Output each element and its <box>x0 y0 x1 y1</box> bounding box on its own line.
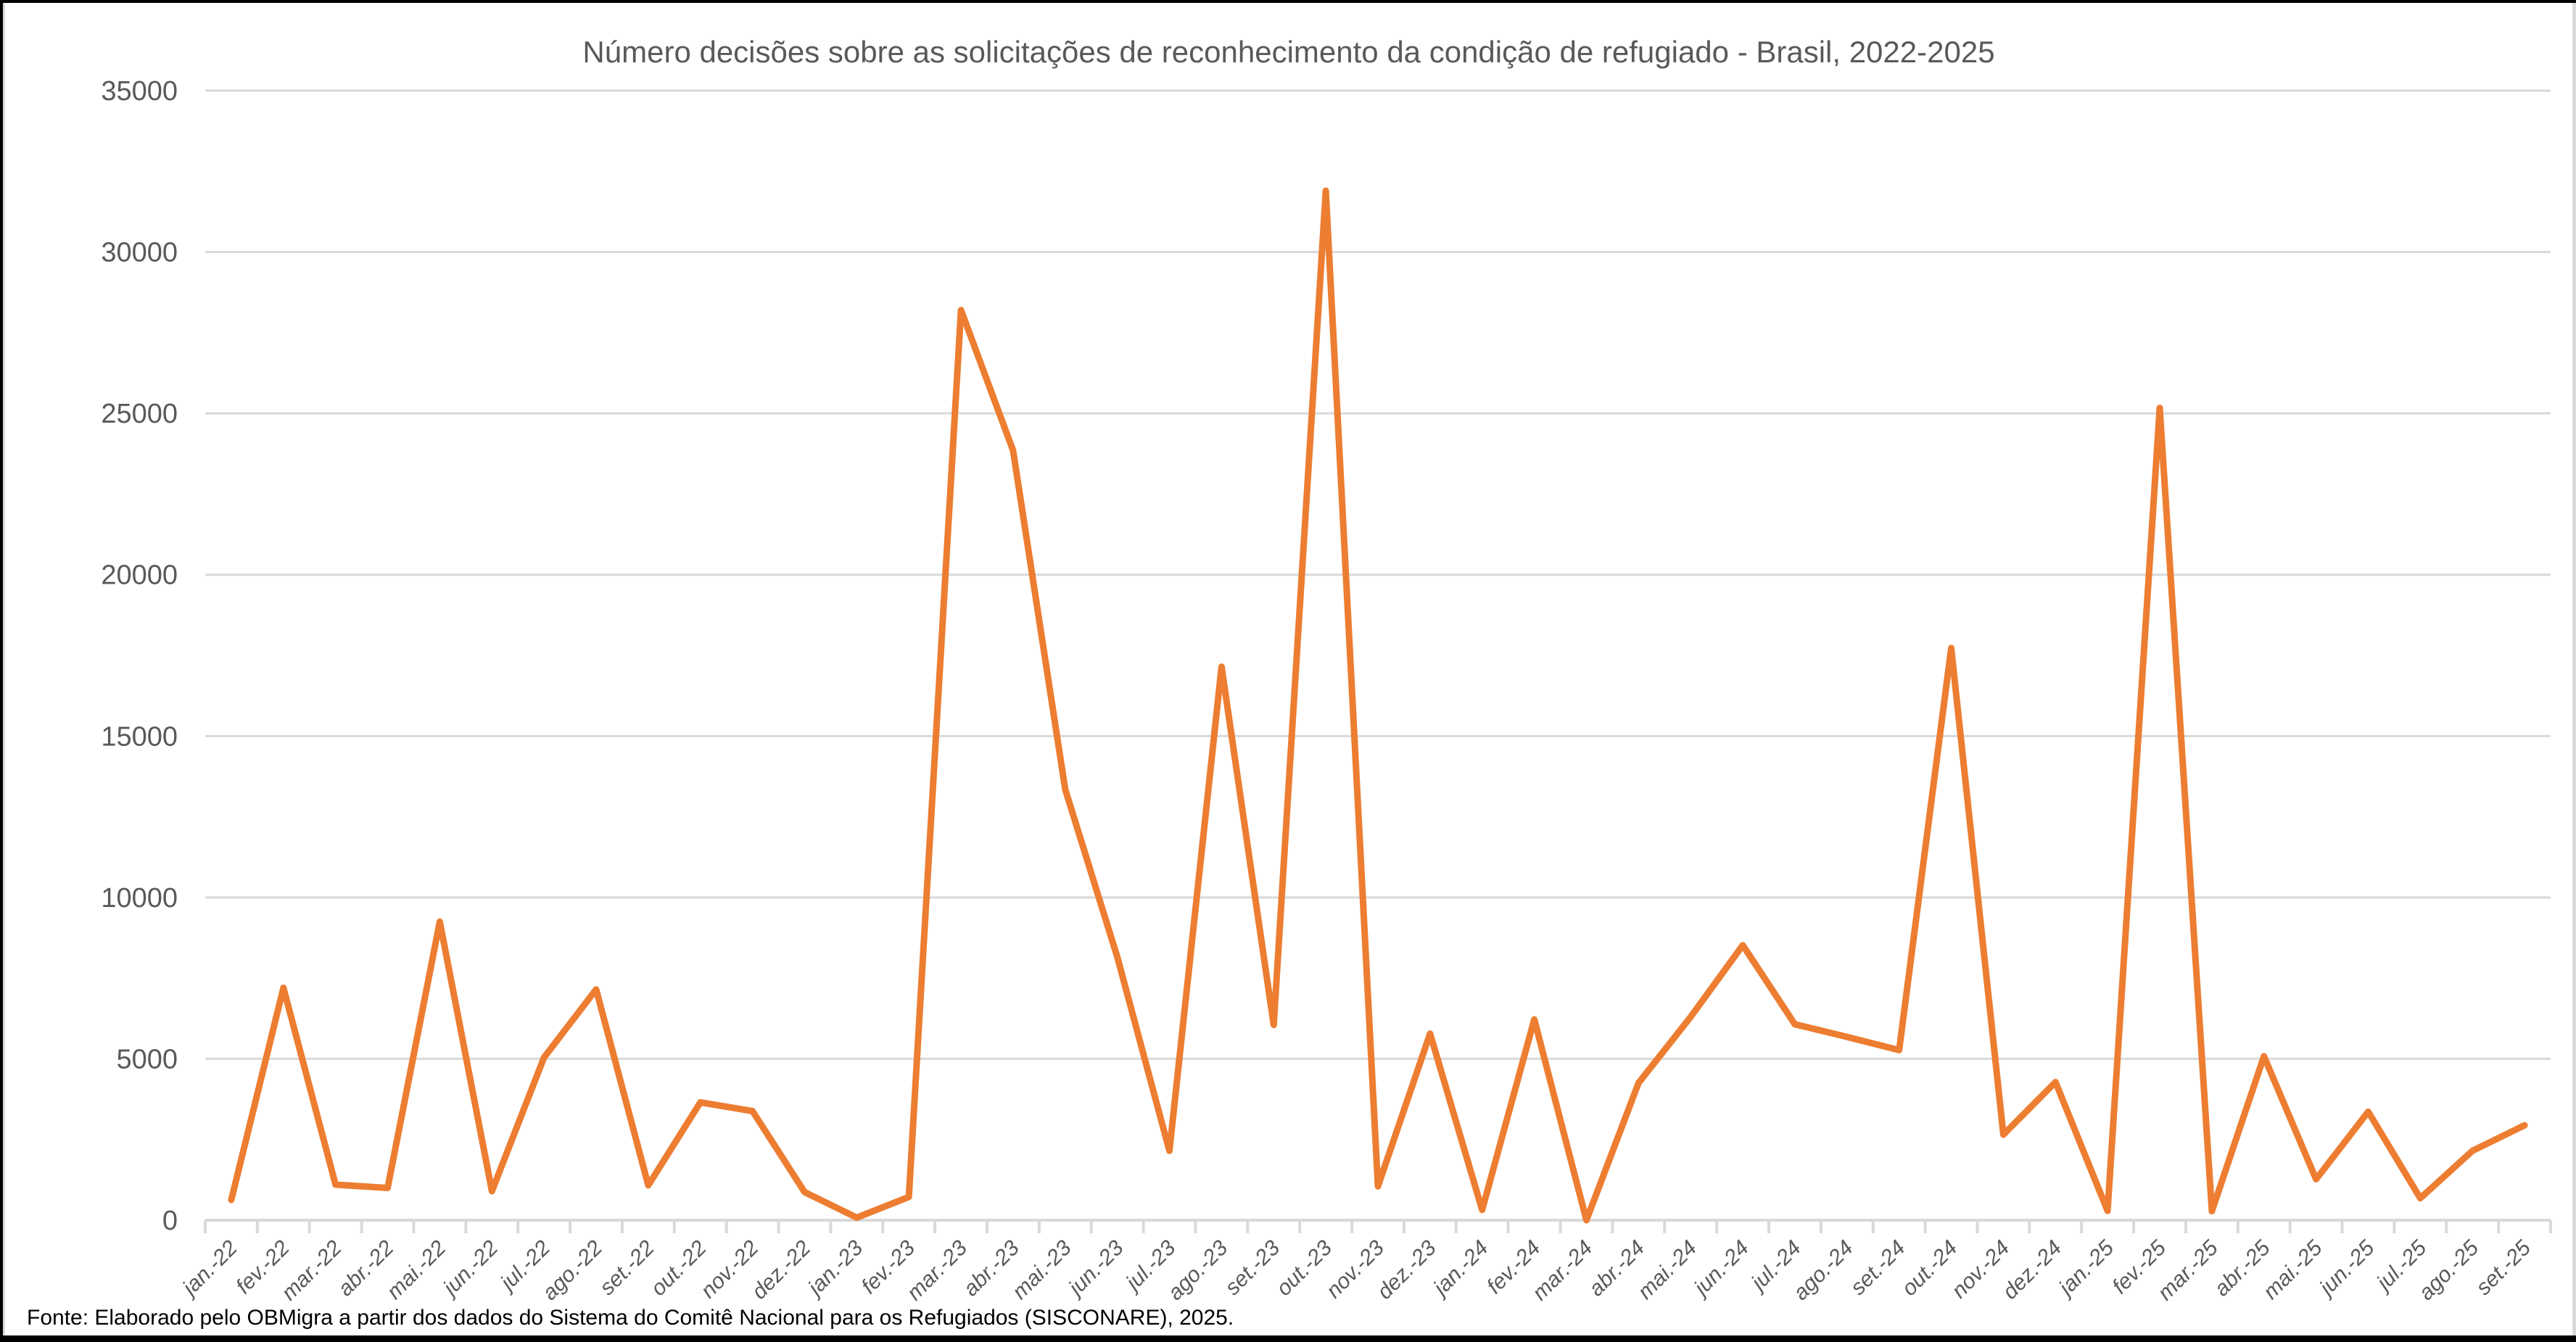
x-axis <box>204 1219 2552 1233</box>
x-tick-label: ago.-25 <box>2414 1235 2484 1305</box>
x-tick-label: mai.-24 <box>1633 1236 1701 1304</box>
x-tick-label: dez.-23 <box>1373 1235 1441 1304</box>
x-axis-labels: jan.-22fev.-22mar.-22abr.-22mai.-22jun.-… <box>176 1235 2535 1305</box>
x-tick-label: set.-24 <box>1846 1236 1910 1300</box>
x-tick-label: set.-23 <box>1221 1235 1284 1299</box>
x-tick-label: ago.-22 <box>538 1235 608 1305</box>
data-series <box>228 187 2528 1224</box>
y-tick-label: 25000 <box>101 399 178 429</box>
x-tick-label: jun.-25 <box>2313 1235 2379 1301</box>
source-note: Fonte: Elaborado pelo OBMigra a partir d… <box>27 1306 1234 1330</box>
x-tick-label: set.-22 <box>595 1235 659 1299</box>
x-tick-label: jun.-24 <box>1688 1236 1754 1302</box>
x-tick-label: jan.-24 <box>1427 1236 1493 1302</box>
x-tick-label: jun.-22 <box>437 1235 503 1301</box>
y-tick-label: 10000 <box>101 883 178 914</box>
y-tick-label: 0 <box>162 1206 178 1236</box>
x-tick-label: jan.-22 <box>176 1235 242 1301</box>
x-tick-label: dez.-24 <box>1998 1236 2066 1304</box>
x-tick-label: ago.-23 <box>1163 1235 1233 1305</box>
chart-frame: Número decisões sobre as solicitações de… <box>3 3 2576 1335</box>
x-tick-label: mai.-23 <box>1008 1235 1076 1304</box>
series-line <box>228 187 2528 1224</box>
x-tick-label: jun.-23 <box>1062 1235 1128 1301</box>
y-tick-label: 35000 <box>101 76 178 107</box>
gridlines <box>205 89 2551 1060</box>
x-tick-label: set.-25 <box>2472 1235 2535 1299</box>
y-tick-label: 30000 <box>101 238 178 268</box>
x-tick-label: jan.-25 <box>2052 1235 2118 1301</box>
x-tick-label: mai.-22 <box>382 1235 450 1304</box>
y-tick-label: 20000 <box>101 560 178 591</box>
x-tick-label: dez.-22 <box>747 1235 815 1304</box>
x-tick-label: mai.-25 <box>2258 1235 2327 1304</box>
chart-title: Número decisões sobre as solicitações de… <box>582 35 1994 69</box>
y-axis-labels: 0 5000 10000 15000 20000 25000 30000 35000 <box>101 76 178 1236</box>
y-tick-label: 5000 <box>116 1044 178 1074</box>
y-tick-label: 15000 <box>101 721 178 752</box>
line-chart: Número decisões sobre as solicitações de… <box>101 35 2552 1305</box>
x-tick-label: jan.-23 <box>801 1235 867 1301</box>
